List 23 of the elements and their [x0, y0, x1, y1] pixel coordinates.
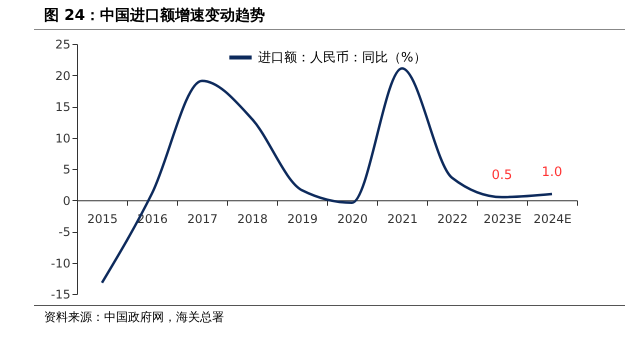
x-tick-label: 2015 — [87, 212, 118, 226]
data-label: 0.5 — [492, 168, 512, 184]
text: 资料来源：中国政府网，海关总署 — [34, 305, 625, 329]
y-tick-label: 10 — [55, 131, 70, 146]
x-tick-label: 2018 — [237, 212, 268, 226]
x-tick-label: 2020 — [337, 212, 368, 226]
x-tick-label: 2021 — [387, 212, 418, 226]
y-tick-label: 5 — [62, 162, 70, 176]
y-tick-label: 20 — [55, 68, 70, 83]
x-tick-label: 2024E — [533, 212, 572, 226]
legend-label: 进口额：人民币：同比（%） — [258, 50, 426, 66]
y-tick-label: 0 — [62, 194, 70, 208]
y-tick-label: -5 — [58, 225, 70, 239]
x-tick-label: 2019 — [287, 212, 318, 226]
data-label: 1.0 — [542, 165, 562, 180]
x-tick-label: 2023E — [483, 212, 522, 226]
y-tick-label: -10 — [50, 256, 70, 270]
chart-title: 图 24：中国进口额增速变动趋势 — [34, 0, 625, 30]
x-tick-label: 2022 — [437, 212, 468, 226]
y-tick-label: 15 — [55, 100, 70, 114]
x-tick-label: 2017 — [187, 212, 218, 226]
y-tick-label: 25 — [55, 38, 70, 52]
y-tick-label: -15 — [50, 288, 70, 302]
